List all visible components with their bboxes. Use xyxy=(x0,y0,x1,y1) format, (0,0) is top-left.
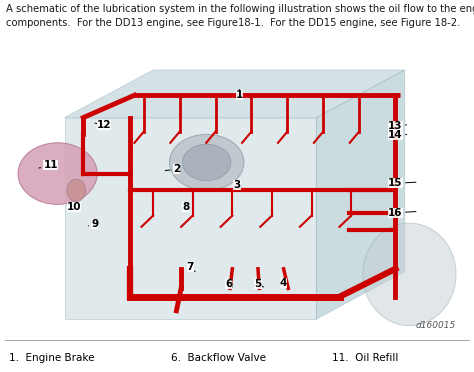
Text: 4: 4 xyxy=(280,278,287,288)
Text: 12: 12 xyxy=(95,120,111,129)
Text: 3: 3 xyxy=(233,180,241,190)
Text: 5: 5 xyxy=(255,279,264,289)
Polygon shape xyxy=(64,70,405,118)
Ellipse shape xyxy=(363,223,456,326)
Text: 1: 1 xyxy=(236,90,243,100)
Polygon shape xyxy=(64,118,316,319)
Text: 6.  Backflow Valve: 6. Backflow Valve xyxy=(171,353,265,363)
Text: 2: 2 xyxy=(165,164,180,174)
Text: 1.  Engine Brake: 1. Engine Brake xyxy=(9,353,95,363)
Ellipse shape xyxy=(182,144,231,180)
Polygon shape xyxy=(316,70,405,319)
Text: 11: 11 xyxy=(39,160,58,170)
Text: 11.  Oil Refill: 11. Oil Refill xyxy=(332,353,398,363)
Ellipse shape xyxy=(67,179,85,202)
Text: 10: 10 xyxy=(67,202,81,212)
Ellipse shape xyxy=(169,134,244,190)
Ellipse shape xyxy=(18,143,97,204)
Text: 13: 13 xyxy=(388,121,407,131)
Text: A schematic of the lubrication system in the following illustration shows the oi: A schematic of the lubrication system in… xyxy=(6,4,474,28)
Text: 7: 7 xyxy=(187,262,195,272)
Text: 6: 6 xyxy=(225,279,232,289)
Text: 14: 14 xyxy=(388,130,407,140)
Text: 8: 8 xyxy=(182,202,190,212)
Text: 9: 9 xyxy=(88,219,99,229)
Text: 15: 15 xyxy=(388,179,416,188)
Text: 16: 16 xyxy=(388,208,416,218)
Text: d160015: d160015 xyxy=(416,321,456,330)
